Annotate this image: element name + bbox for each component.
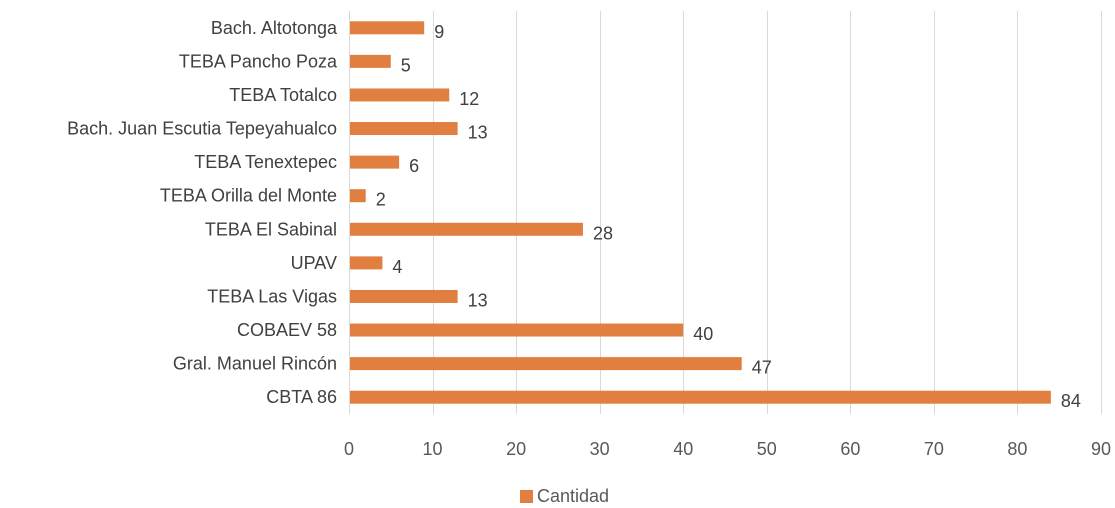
data-label: 5: [401, 55, 411, 75]
x-tick-labels: 0 10 20 30 40 50 60 70 80 90: [344, 439, 1111, 459]
category-label: TEBA Tenextepec: [194, 152, 337, 172]
bar: [350, 289, 458, 303]
legend-swatch: [520, 490, 533, 503]
x-tick-label: 50: [757, 439, 777, 459]
data-label: 28: [593, 223, 613, 243]
bar: [350, 21, 425, 35]
bar: [350, 390, 1051, 404]
category-label: Bach. Altotonga: [211, 18, 338, 38]
x-tick-label: 20: [506, 439, 526, 459]
data-label: 9: [434, 22, 444, 42]
category-label: TEBA Totalco: [229, 85, 337, 105]
data-label: 13: [468, 290, 488, 310]
x-tick-label: 0: [344, 439, 354, 459]
data-label: 84: [1061, 391, 1081, 411]
x-tick-label: 80: [1007, 439, 1027, 459]
data-label: 12: [459, 89, 479, 109]
legend: Cantidad: [520, 486, 609, 506]
category-label: TEBA El Sabinal: [205, 219, 337, 239]
data-label: 47: [752, 358, 772, 378]
bar: [350, 54, 391, 68]
category-label: Bach. Juan Escutia Tepeyahualco: [67, 119, 337, 139]
x-tick-label: 10: [423, 439, 443, 459]
data-label: 4: [392, 257, 402, 277]
category-label: Gral. Manuel Rincón: [173, 354, 337, 374]
category-label: TEBA Pancho Poza: [179, 51, 338, 71]
bar: [350, 155, 400, 169]
bar: [350, 189, 366, 203]
data-label: 13: [468, 123, 488, 143]
bar: [350, 357, 742, 371]
bar: [350, 88, 450, 102]
category-label: UPAV: [291, 253, 337, 273]
data-labels: 9 5 12 13 6 2 28 4 13 40 47 84: [376, 22, 1081, 411]
bar: [350, 256, 383, 270]
x-tick-label: 60: [840, 439, 860, 459]
x-tick-label: 70: [924, 439, 944, 459]
x-tick-label: 40: [673, 439, 693, 459]
category-label: CBTA 86: [266, 387, 337, 407]
category-label: COBAEV 58: [237, 320, 337, 340]
data-label: 6: [409, 156, 419, 176]
data-label: 2: [376, 190, 386, 210]
legend-label: Cantidad: [537, 486, 609, 506]
category-labels: Bach. Altotonga TEBA Pancho Poza TEBA Tota…: [67, 18, 338, 407]
x-tick-label: 90: [1091, 439, 1111, 459]
category-label: TEBA Orilla del Monte: [160, 186, 337, 206]
bar: [350, 323, 684, 337]
bar: [350, 222, 583, 236]
bar-series: [350, 21, 1051, 404]
gridlines: [349, 11, 1102, 414]
x-tick-label: 30: [590, 439, 610, 459]
data-label: 40: [693, 324, 713, 344]
bar: [350, 122, 458, 136]
category-label: TEBA Las Vigas: [207, 286, 337, 306]
